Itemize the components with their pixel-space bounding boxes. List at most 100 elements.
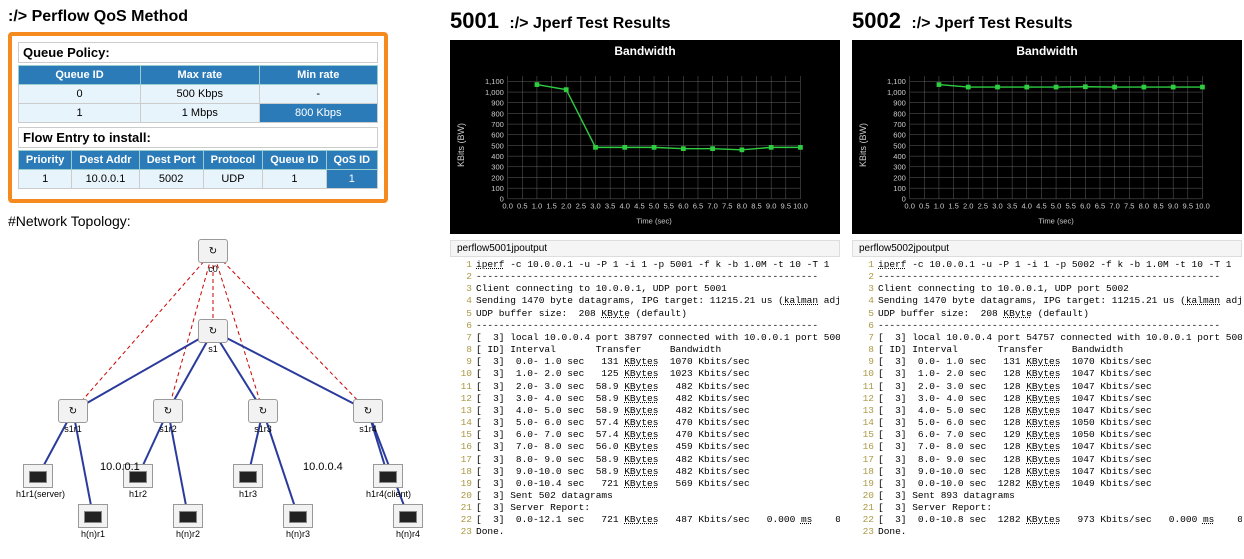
svg-text:5.0: 5.0 <box>1051 201 1062 210</box>
svg-text:300: 300 <box>491 163 504 172</box>
svg-text:3.0: 3.0 <box>992 201 1003 210</box>
svg-text:7.0: 7.0 <box>1109 201 1120 210</box>
svg-text:9.5: 9.5 <box>1183 201 1194 210</box>
node-s1r3: ↻s1r3 <box>241 399 285 434</box>
svg-text:600: 600 <box>893 131 906 140</box>
svg-text:2.5: 2.5 <box>978 201 989 210</box>
svg-text:4.0: 4.0 <box>620 201 631 210</box>
svg-text:3.0: 3.0 <box>590 201 601 210</box>
svg-text:8.5: 8.5 <box>751 201 762 210</box>
ylabel-a: KBits (BW) <box>454 60 468 230</box>
svg-text:0.5: 0.5 <box>919 201 930 210</box>
panel-5002: 5002 :/> Jperf Test Results Bandwidth KB… <box>852 8 1242 541</box>
svg-text:0.5: 0.5 <box>517 201 528 210</box>
svg-text:7.5: 7.5 <box>1124 201 1135 210</box>
svg-text:400: 400 <box>491 152 504 161</box>
node-hn3: h(n)r3 <box>276 504 320 539</box>
jperf-title-5002: :/> Jperf Test Results <box>911 15 1072 32</box>
port-5002: 5002 <box>852 8 901 33</box>
node-hn4: h(n)r4 <box>386 504 430 539</box>
svg-text:1,000: 1,000 <box>887 88 906 97</box>
svg-text:800: 800 <box>893 109 906 118</box>
svg-text:5.5: 5.5 <box>663 201 674 210</box>
col-header: Dest Addr <box>72 151 139 170</box>
svg-text:9.0: 9.0 <box>766 201 777 210</box>
svg-text:0.0: 0.0 <box>502 201 513 210</box>
svg-text:500: 500 <box>491 141 504 150</box>
svg-text:1.0: 1.0 <box>532 201 543 210</box>
node-s1r4: ↻s1r4 <box>346 399 390 434</box>
svg-text:1.0: 1.0 <box>934 201 945 210</box>
node-hn2: h(n)r2 <box>166 504 210 539</box>
col-header: Queue ID <box>19 66 141 85</box>
port-5001: 5001 <box>450 8 499 33</box>
title-5001: 5001 :/> Jperf Test Results <box>450 8 840 34</box>
svg-text:200: 200 <box>893 173 906 182</box>
chart-title-a: Bandwidth <box>454 44 836 58</box>
svg-text:200: 200 <box>491 173 504 182</box>
svg-text:2.0: 2.0 <box>963 201 974 210</box>
topology-title: #Network Topology: <box>8 213 438 229</box>
flow-table: PriorityDest AddrDest PortProtocolQueue … <box>18 150 378 189</box>
chart-5001: Bandwidth KBits (BW) 0100200300400500600… <box>450 40 840 234</box>
chart-5002: Bandwidth KBits (BW) 0100200300400500600… <box>852 40 1242 234</box>
svg-text:1,100: 1,100 <box>887 77 906 86</box>
node-h1r1: h1r1(server) <box>16 464 60 499</box>
qos-box: Queue Policy: Queue IDMax rateMin rate 0… <box>8 32 388 203</box>
queue-policy-label: Queue Policy: <box>18 42 378 63</box>
svg-text:9.5: 9.5 <box>781 201 792 210</box>
col-header: Max rate <box>141 66 259 85</box>
svg-text:Time (sec): Time (sec) <box>1038 216 1074 225</box>
topology-diagram: ↻c0↻s1↻s1r1↻s1r2↻s1r3↻s1r4h1r1(server)h1… <box>8 229 428 529</box>
tab-5002[interactable]: perflow5002jpoutput <box>852 240 1242 257</box>
svg-text:5.0: 5.0 <box>649 201 660 210</box>
svg-text:500: 500 <box>893 141 906 150</box>
svg-text:1.5: 1.5 <box>948 201 959 210</box>
col-header: Dest Port <box>139 151 203 170</box>
flow-entry-label: Flow Entry to install: <box>18 127 378 148</box>
plot-5001: 01002003004005006007008009001,0001,1000.… <box>468 60 808 230</box>
svg-text:400: 400 <box>893 152 906 161</box>
node-s1: ↻s1 <box>191 319 235 354</box>
svg-text:100: 100 <box>491 184 504 193</box>
svg-text:4.0: 4.0 <box>1022 201 1033 210</box>
svg-text:100: 100 <box>893 184 906 193</box>
table-row: 110.0.0.15002UDP11 <box>19 170 378 189</box>
svg-text:900: 900 <box>491 99 504 108</box>
svg-text:1,000: 1,000 <box>485 88 504 97</box>
svg-text:2.0: 2.0 <box>561 201 572 210</box>
col-header: QoS ID <box>326 151 377 170</box>
col-header: Min rate <box>259 66 377 85</box>
svg-text:700: 700 <box>491 120 504 129</box>
svg-text:7.5: 7.5 <box>722 201 733 210</box>
panel-5001: 5001 :/> Jperf Test Results Bandwidth KB… <box>450 8 840 541</box>
node-h1r3: h1r3 <box>226 464 270 499</box>
ip-label: 10.0.0.1 <box>100 461 140 473</box>
svg-text:7.0: 7.0 <box>707 201 718 210</box>
svg-text:8.5: 8.5 <box>1153 201 1164 210</box>
node-h1r4: h1r4(client) <box>366 464 410 499</box>
svg-text:2.5: 2.5 <box>576 201 587 210</box>
node-s1r1: ↻s1r1 <box>51 399 95 434</box>
terminal-5002: 1iperf -c 10.0.0.1 -u -P 1 -i 1 -p 5002 … <box>852 257 1242 541</box>
col-header: Protocol <box>203 151 263 170</box>
col-header: Priority <box>19 151 72 170</box>
jperf-title-5001: :/> Jperf Test Results <box>509 15 670 32</box>
svg-text:800: 800 <box>491 109 504 118</box>
svg-text:0.0: 0.0 <box>904 201 915 210</box>
svg-text:8.0: 8.0 <box>1139 201 1150 210</box>
ip-label: 10.0.0.4 <box>303 461 343 473</box>
svg-text:1,100: 1,100 <box>485 77 504 86</box>
table-row: 11 Mbps800 Kbps <box>19 104 378 123</box>
table-row: 0500 Kbps- <box>19 85 378 104</box>
svg-text:4.5: 4.5 <box>634 201 645 210</box>
svg-text:3.5: 3.5 <box>605 201 616 210</box>
terminal-5001: 1iperf -c 10.0.0.1 -u -P 1 -i 1 -p 5001 … <box>450 257 840 541</box>
svg-text:10.0: 10.0 <box>793 201 808 210</box>
svg-text:6.5: 6.5 <box>693 201 704 210</box>
svg-text:300: 300 <box>893 163 906 172</box>
node-hn1: h(n)r1 <box>71 504 115 539</box>
left-panel: :/> Perflow QoS Method Queue Policy: Que… <box>8 8 438 541</box>
chart-title-b: Bandwidth <box>856 44 1238 58</box>
tab-5001[interactable]: perflow5001jpoutput <box>450 240 840 257</box>
